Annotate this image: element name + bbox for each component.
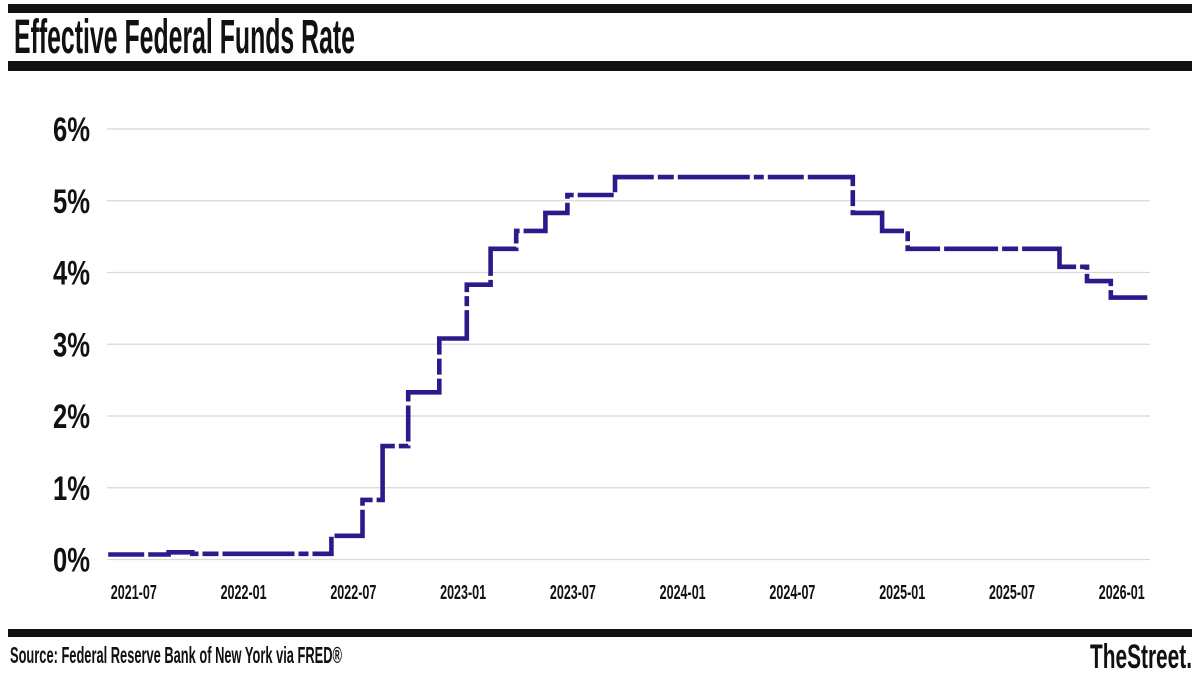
source-attribution: Source: Federal Reserve Bank of New York… [10, 642, 342, 668]
plot-area: 0% 1% 2% 3% 4% 5% 6% 2021-07 2022-01 2022-07 2023-… [53, 111, 1150, 604]
effr-step-line [108, 174, 1148, 557]
x-axis-tick-label: 2024-01 [660, 582, 706, 604]
x-axis-tick-label: 2025-01 [879, 582, 925, 604]
x-axis-tick-label: 2023-07 [550, 582, 596, 604]
y-axis-tick-label: 2% [53, 398, 90, 436]
top-rule [8, 4, 1192, 13]
y-axis-tick-label: 4% [53, 255, 90, 293]
y-axis-tick-label: 1% [53, 470, 90, 508]
x-axis-tick-label: 2026-01 [1099, 582, 1145, 604]
footer-rule [8, 629, 1192, 637]
x-axis-tick-label: 2022-01 [221, 582, 267, 604]
x-axis-tick-label: 2024-07 [769, 582, 815, 604]
y-axis-tick-label: 3% [53, 326, 90, 364]
page-title: Effective Federal Funds Rate [14, 11, 355, 64]
y-axis-tick-label: 0% [53, 542, 90, 580]
thestreet-logo: TheStreet. [1090, 638, 1192, 675]
x-axis-tick-label: 2025-07 [989, 582, 1035, 604]
x-axis-tick-label: 2021-07 [111, 582, 157, 604]
y-axis-tick-label: 6% [53, 111, 90, 149]
y-axis-tick-label: 5% [53, 183, 90, 221]
header-rule [8, 61, 1192, 71]
x-axis-tick-label: 2023-01 [440, 582, 486, 604]
x-axis-tick-label: 2022-07 [330, 582, 376, 604]
